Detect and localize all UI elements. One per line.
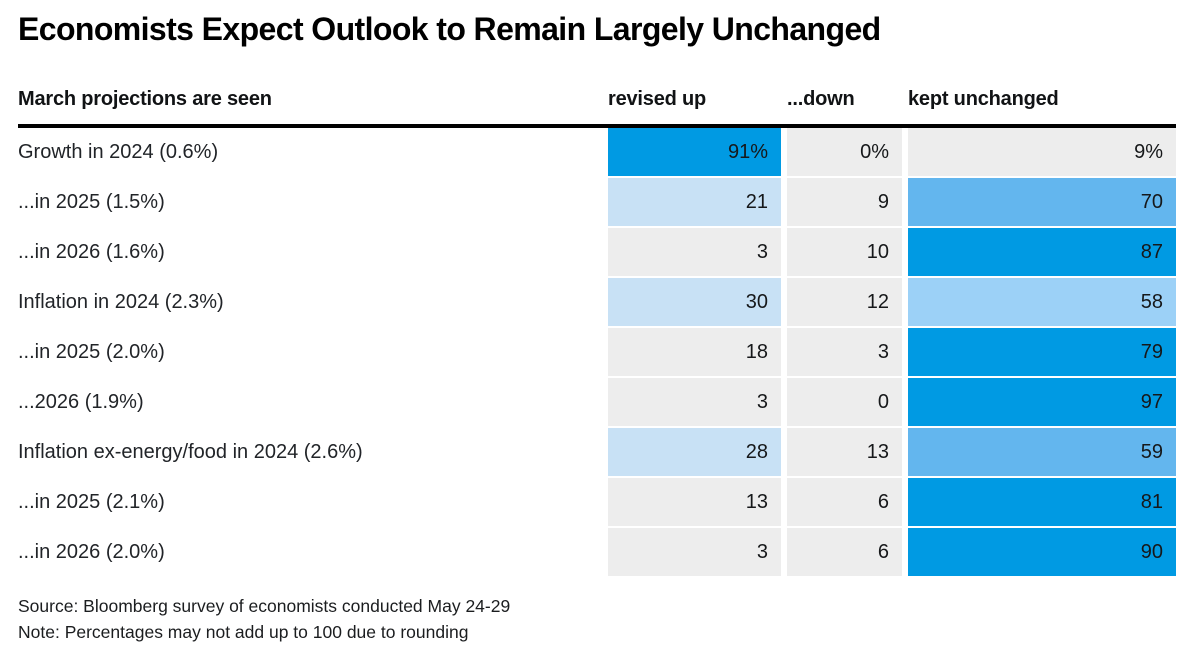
cell-down: 12 bbox=[787, 278, 902, 328]
row-label: Inflation ex-energy/food in 2024 (2.6%) bbox=[18, 428, 602, 478]
cell-down: 3 bbox=[787, 328, 902, 378]
column-header-kept-unchanged: kept unchanged bbox=[908, 88, 1059, 110]
cell-kept-unchanged: 81 bbox=[908, 478, 1176, 528]
row-label: ...in 2025 (2.0%) bbox=[18, 328, 602, 378]
cell-revised-up: 91% bbox=[608, 128, 781, 178]
cell-kept-unchanged: 59 bbox=[908, 428, 1176, 478]
cell-revised-up: 21 bbox=[608, 178, 781, 228]
cell-revised-up: 28 bbox=[608, 428, 781, 478]
row-label: Inflation in 2024 (2.3%) bbox=[18, 278, 602, 328]
cell-down: 6 bbox=[787, 478, 902, 528]
cell-revised-up: 30 bbox=[608, 278, 781, 328]
row-label: ...2026 (1.9%) bbox=[18, 378, 602, 428]
cell-revised-up: 3 bbox=[608, 378, 781, 428]
row-header: March projections are seen bbox=[18, 88, 272, 110]
cell-revised-up: 3 bbox=[608, 528, 781, 578]
cell-kept-unchanged: 9% bbox=[908, 128, 1176, 178]
cell-kept-unchanged: 70 bbox=[908, 178, 1176, 228]
row-label: ...in 2026 (1.6%) bbox=[18, 228, 602, 278]
row-label: ...in 2025 (2.1%) bbox=[18, 478, 602, 528]
rounding-note: Note: Percentages may not add up to 100 … bbox=[18, 622, 469, 642]
cell-revised-up: 18 bbox=[608, 328, 781, 378]
row-label: Growth in 2024 (0.6%) bbox=[18, 128, 602, 178]
footer: Source: Bloomberg survey of economists c… bbox=[18, 593, 1174, 645]
source-note: Source: Bloomberg survey of economists c… bbox=[18, 596, 511, 616]
cell-kept-unchanged: 90 bbox=[908, 528, 1176, 578]
cell-down: 9 bbox=[787, 178, 902, 228]
cell-down: 0 bbox=[787, 378, 902, 428]
projections-table: March projections are seen revised up ..… bbox=[18, 88, 1176, 578]
cell-kept-unchanged: 97 bbox=[908, 378, 1176, 428]
cell-kept-unchanged: 58 bbox=[908, 278, 1176, 328]
chart-page: Economists Expect Outlook to Remain Larg… bbox=[0, 10, 1192, 660]
page-title: Economists Expect Outlook to Remain Larg… bbox=[18, 11, 881, 47]
header-rule bbox=[18, 124, 1176, 128]
row-label: ...in 2025 (1.5%) bbox=[18, 178, 602, 228]
cell-kept-unchanged: 87 bbox=[908, 228, 1176, 278]
cell-down: 0% bbox=[787, 128, 902, 178]
cell-down: 10 bbox=[787, 228, 902, 278]
cell-down: 13 bbox=[787, 428, 902, 478]
cell-revised-up: 3 bbox=[608, 228, 781, 278]
row-label: ...in 2026 (2.0%) bbox=[18, 528, 602, 578]
cell-down: 6 bbox=[787, 528, 902, 578]
column-header-down: ...down bbox=[787, 88, 855, 110]
column-header-revised-up: revised up bbox=[608, 88, 707, 110]
cell-kept-unchanged: 79 bbox=[908, 328, 1176, 378]
cell-revised-up: 13 bbox=[608, 478, 781, 528]
